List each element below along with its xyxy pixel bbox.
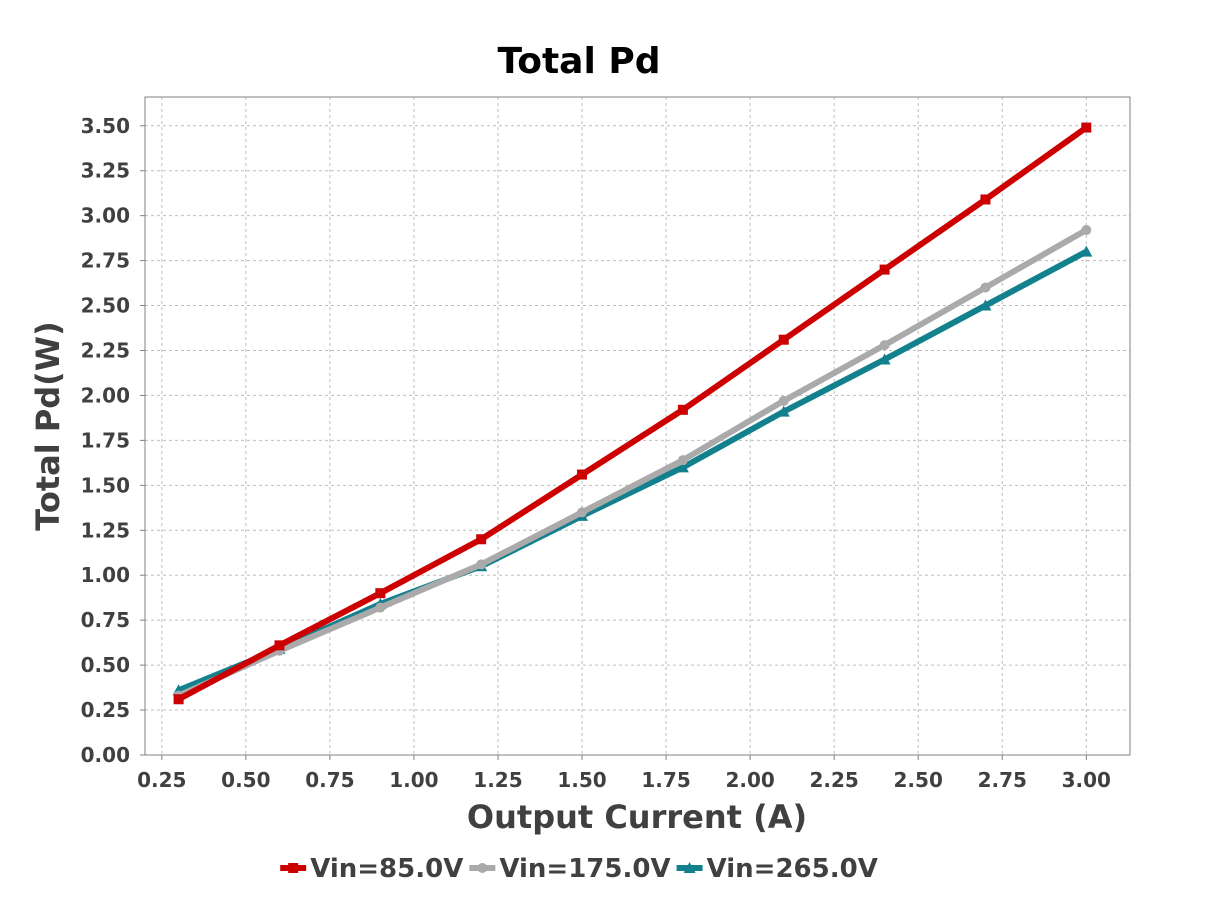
data-point [677, 404, 688, 415]
y-tick-label: 1.50 [81, 473, 130, 497]
data-point [577, 469, 588, 480]
legend: Vin=85.0V Vin=175.0V Vin=265.0V [280, 854, 878, 884]
x-axis-label: Output Current (A) [467, 798, 807, 836]
y-tick-label: 1.25 [81, 518, 130, 542]
data-point [878, 353, 891, 365]
series-Vin=85.0V [173, 122, 1092, 705]
legend-swatch-marker [288, 863, 299, 873]
plot-area-border [144, 96, 1131, 756]
y-tick-label: 3.25 [81, 159, 130, 183]
data-point [879, 340, 890, 351]
legend-label: Vin=175.0V [499, 854, 670, 884]
y-tick-label: 2.50 [81, 294, 130, 318]
y-tick-label: 1.75 [81, 428, 130, 452]
x-tick-label: 0.75 [305, 768, 354, 792]
legend-item: Vin=265.0V [676, 854, 878, 884]
data-point [173, 694, 184, 705]
y-tick-label: 0.00 [81, 743, 130, 767]
legend-swatch-marker [683, 862, 696, 873]
x-tick-label: 0.50 [221, 768, 270, 792]
y-tick-label: 2.25 [81, 338, 130, 362]
y-tick-label: 2.00 [81, 383, 130, 407]
data-point [778, 334, 789, 345]
data-point [980, 282, 991, 293]
y-tick-label: 1.00 [81, 563, 130, 587]
y-tick-label: 0.25 [81, 698, 130, 722]
x-tick-label: 2.00 [725, 768, 774, 792]
legend-label: Vin=265.0V [707, 854, 878, 884]
data-point [980, 194, 991, 205]
x-axis-ticks: 0.25 0.50 0.75 1.00 1.25 1.50 1.75 2.00 2.25 2.50… [137, 755, 1111, 792]
series-line [175, 227, 1090, 699]
data-point [979, 299, 992, 311]
x-tick-label: 1.50 [557, 768, 606, 792]
legend-swatch-marker [477, 863, 488, 873]
y-axis-label: Total Pd(W) [29, 321, 67, 530]
data-point [1081, 225, 1092, 236]
y-axis-ticks: 0.00 0.25 0.50 0.75 1.00 1.25 1.50 1.75 2.00 2.25… [81, 114, 145, 767]
x-tick-label: 2.75 [978, 768, 1027, 792]
data-point [676, 461, 689, 473]
legend-label: Vin=85.0V [310, 854, 463, 884]
data-point [777, 405, 790, 417]
data-point [1081, 122, 1092, 133]
x-tick-label: 1.75 [641, 768, 690, 792]
data-point [375, 588, 386, 599]
legend-item: Vin=175.0V [469, 854, 671, 884]
data-point [778, 395, 789, 406]
y-tick-label: 3.00 [81, 204, 130, 228]
data-point [577, 507, 588, 518]
data-point [375, 602, 386, 613]
data-point [1080, 245, 1093, 257]
series-lines [172, 122, 1093, 705]
x-tick-label: 2.50 [894, 768, 943, 792]
x-tick-label: 0.25 [137, 768, 186, 792]
legend-item: Vin=85.0V [280, 854, 463, 884]
y-tick-label: 3.50 [81, 114, 130, 138]
data-point [274, 640, 285, 651]
series-line [175, 124, 1090, 703]
x-tick-label: 3.00 [1062, 768, 1111, 792]
chart-title: Total Pd [497, 41, 660, 82]
data-point [677, 455, 688, 466]
x-tick-label: 2.25 [809, 768, 858, 792]
data-point [879, 264, 890, 275]
x-tick-label: 1.25 [473, 768, 522, 792]
y-tick-label: 0.50 [81, 653, 130, 677]
y-tick-label: 2.75 [81, 249, 130, 273]
y-tick-label: 0.75 [81, 608, 130, 632]
x-tick-label: 1.00 [389, 768, 438, 792]
data-point [476, 559, 487, 570]
data-point [476, 534, 487, 545]
